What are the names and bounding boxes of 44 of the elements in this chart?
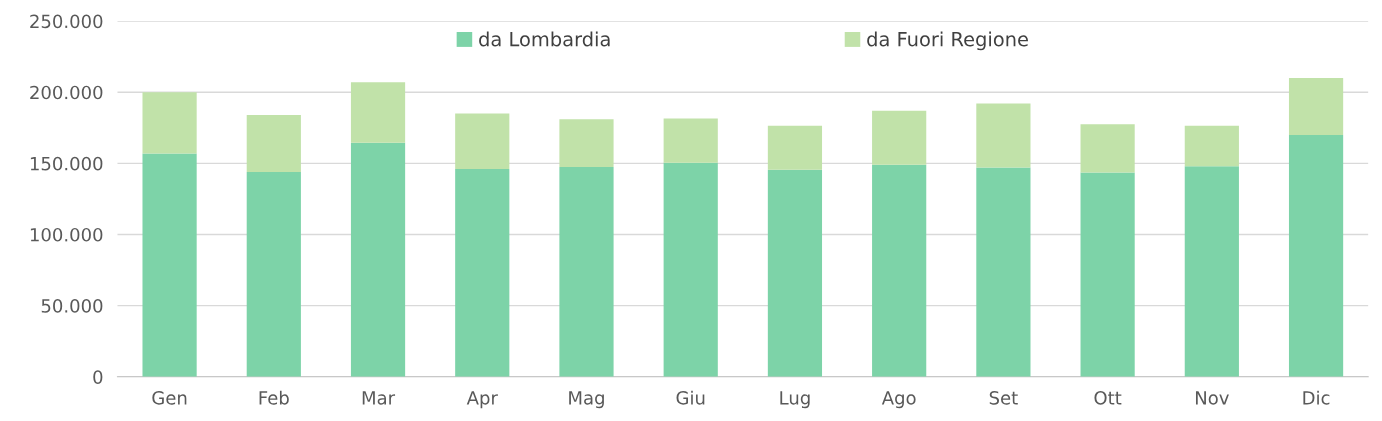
- x-tick-label: Ott: [1094, 391, 1122, 405]
- bar: [976, 167, 1031, 377]
- x-tick-label: Set: [989, 391, 1018, 405]
- bar: [767, 125, 823, 170]
- bar: [1080, 172, 1135, 377]
- y-tick-label: 50.000: [41, 299, 103, 313]
- bar: [455, 113, 510, 170]
- bar: [1080, 124, 1135, 173]
- x-tick-label: Dic: [1303, 390, 1330, 405]
- y-tick-label: 250.000: [30, 14, 103, 29]
- bar: [872, 110, 927, 165]
- x-tick-label: Apr: [466, 391, 498, 409]
- y-tick-label: 0: [93, 370, 103, 384]
- bar: [350, 82, 406, 143]
- bar: [559, 119, 614, 167]
- bar: [559, 166, 614, 377]
- y-tick-label: 150.000: [30, 156, 103, 171]
- bar: [976, 103, 1031, 168]
- bar: [663, 118, 718, 163]
- bar: [455, 169, 510, 377]
- bar: [767, 169, 823, 377]
- x-tick-label: Feb: [259, 390, 289, 405]
- y-tick-label: 100.000: [30, 227, 103, 242]
- x-tick-label: Lug: [780, 391, 810, 409]
- bar: [663, 162, 718, 377]
- bar: [1288, 134, 1344, 377]
- bar: [142, 153, 197, 377]
- bar: [872, 164, 927, 377]
- x-tick-label: Ago: [881, 391, 916, 409]
- x-tick-label: Mar: [362, 391, 396, 405]
- y-tick-label: 200.000: [30, 85, 103, 100]
- bar: [246, 114, 301, 172]
- bar: [142, 92, 197, 154]
- legend-label: da Lombardia: [479, 31, 610, 47]
- bar: [246, 171, 301, 377]
- x-tick-label: Gen: [152, 391, 187, 405]
- bar: [1288, 77, 1344, 135]
- x-tick-label: Nov: [1195, 391, 1229, 405]
- legend-label: da Fuori Regione: [867, 31, 1028, 51]
- x-tick-label: Mag: [569, 391, 604, 409]
- bar: [1184, 125, 1239, 167]
- x-tick-label: Giu: [676, 390, 705, 405]
- bar: [1184, 166, 1239, 377]
- bar: [350, 142, 406, 377]
